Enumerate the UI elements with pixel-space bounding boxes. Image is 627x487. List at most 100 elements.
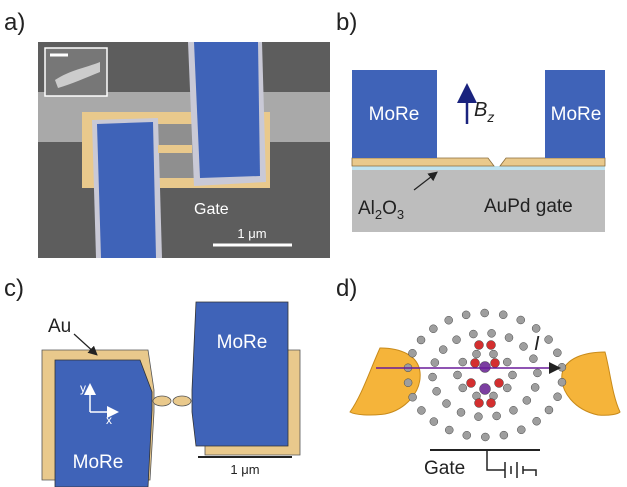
gate-label: AuPd gate [484, 196, 573, 217]
atom [408, 349, 417, 358]
atom [438, 345, 448, 354]
panel-label: c) [4, 275, 24, 302]
atom [461, 310, 471, 320]
atom [429, 324, 438, 334]
oxide-layer [352, 166, 605, 170]
electrode [352, 70, 437, 158]
atom [530, 383, 540, 392]
atom [479, 361, 491, 373]
atom [498, 310, 508, 319]
atom [432, 387, 441, 396]
panel-label: b) [336, 9, 357, 36]
atom [474, 398, 484, 408]
atom [453, 370, 462, 380]
atom [458, 383, 468, 393]
atom [430, 358, 440, 367]
atom [494, 378, 504, 388]
lead-right [194, 42, 260, 178]
atom [490, 358, 500, 368]
atom [469, 329, 478, 339]
atom [428, 372, 437, 382]
pointer [413, 171, 438, 191]
current-label: I [534, 333, 540, 355]
panel-label: a) [4, 9, 25, 36]
lead [349, 347, 421, 416]
atom [462, 431, 472, 440]
panel-label: d) [336, 275, 357, 302]
atom [466, 378, 476, 388]
atom [499, 430, 509, 440]
atom [553, 348, 562, 358]
electrode-label: MoRe [217, 332, 268, 353]
atom [492, 411, 501, 421]
atom [487, 329, 496, 338]
electrode-label: MoRe [369, 104, 420, 125]
gold-film [351, 157, 495, 167]
atom [445, 425, 454, 435]
atom [470, 358, 480, 368]
gate-layer [352, 170, 605, 232]
atom [532, 416, 541, 426]
atom [489, 349, 498, 359]
lead [561, 351, 621, 416]
gate-label: Gate [424, 458, 465, 479]
atom [458, 357, 468, 367]
atom [533, 368, 542, 378]
atom [474, 340, 484, 350]
atom [531, 324, 541, 333]
atom [417, 406, 426, 415]
atom [472, 349, 481, 359]
oxide-part: 2 [375, 207, 382, 222]
atom [502, 357, 512, 367]
gold-film [499, 157, 606, 167]
gate-label: Gate [194, 201, 229, 218]
electrode [191, 301, 289, 447]
atom [517, 425, 526, 435]
atom [509, 406, 518, 415]
molecule [403, 308, 567, 442]
atom [442, 399, 451, 408]
atom [416, 335, 426, 345]
battery [486, 450, 537, 478]
axis-label: x [106, 413, 112, 427]
atom [508, 370, 517, 380]
electrode-label: MoRe [551, 104, 602, 125]
electrode [54, 359, 153, 487]
lead-left [97, 122, 156, 258]
atom [553, 392, 562, 401]
atom [504, 333, 514, 342]
pointer [73, 333, 98, 356]
field-sub: z [486, 109, 494, 125]
atom [444, 315, 453, 325]
atom [408, 392, 417, 402]
atom [480, 308, 489, 318]
atom [516, 315, 525, 325]
field-symbol: B [474, 99, 487, 121]
atom [486, 340, 496, 350]
oxide-part: Al [358, 198, 375, 219]
atom [481, 432, 490, 442]
oxide-label: Al2O3 [358, 198, 404, 222]
atom [529, 354, 538, 363]
junction [152, 395, 172, 407]
atom [403, 378, 413, 387]
atom [502, 383, 512, 393]
axis-label: y [80, 381, 86, 395]
oxide-part: 3 [397, 207, 404, 222]
inset-feature [55, 62, 100, 88]
junction [172, 395, 192, 407]
atom [557, 377, 567, 387]
atom [456, 408, 466, 417]
atom [557, 363, 567, 372]
junction [158, 145, 192, 153]
atom [544, 335, 553, 344]
atom [452, 335, 461, 344]
electrode [545, 70, 605, 158]
atom [544, 405, 554, 415]
scale-label: 1 μm [237, 226, 266, 241]
atom [474, 412, 483, 421]
sem-image [38, 42, 330, 258]
electrode-label: MoRe [73, 452, 124, 473]
atom [522, 396, 532, 405]
